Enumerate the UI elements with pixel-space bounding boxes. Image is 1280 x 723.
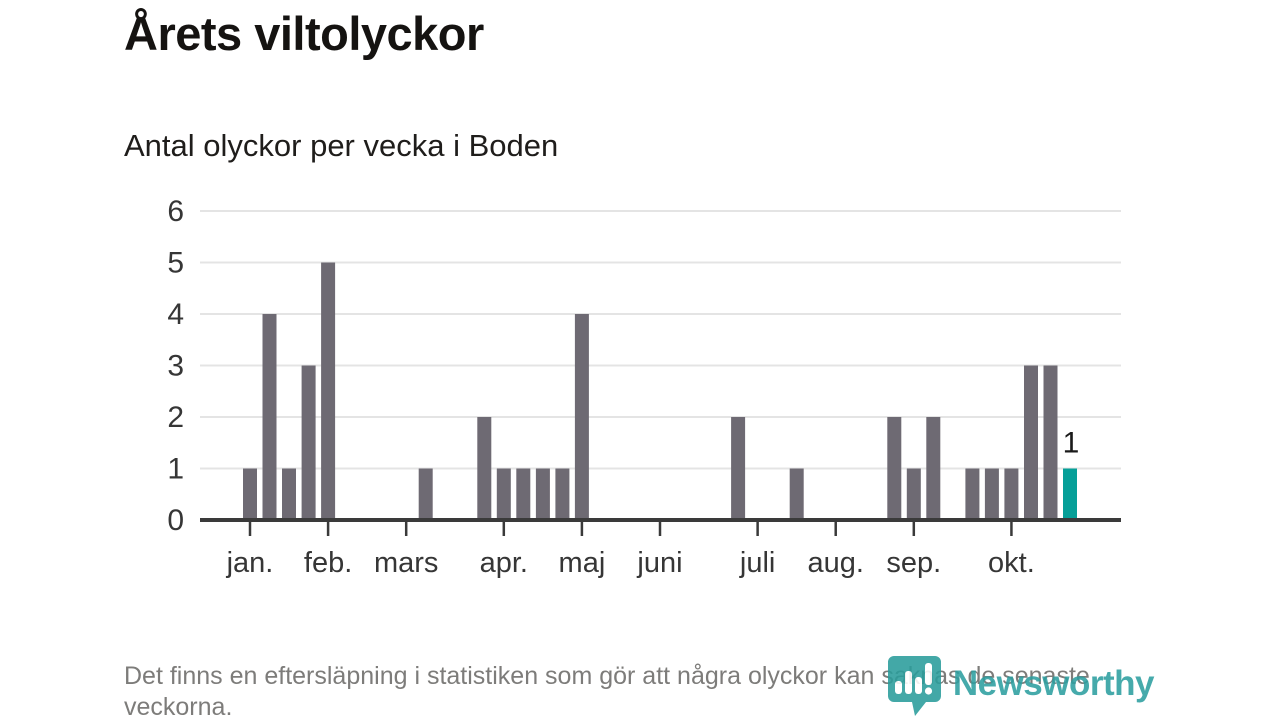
bar-week-10 [418,468,433,520]
bar-week-41 [1024,365,1038,520]
bar-week-26 [731,417,746,520]
bar-week-18 [574,314,589,520]
x-tick-label-juli: juli [739,547,775,579]
x-tick-label-juni: juni [636,547,682,579]
x-tick-label-feb.: feb. [304,547,352,579]
bar-week-36 [926,417,941,520]
y-tick-label-1: 1 [167,453,184,486]
newsworthy-logo: Newsworthy [886,654,1155,720]
x-tick-label-okt.: okt. [988,547,1035,579]
current-week-value-label: 1 [1063,427,1080,460]
chart-title: Årets viltolyckor [124,7,484,60]
bar-current-week [1063,468,1077,520]
x-tick-label-apr.: apr. [480,547,528,579]
bar-week-39 [984,468,999,520]
y-tick-label-4: 4 [167,298,184,331]
y-tick-label-2: 2 [167,401,184,434]
chart-subtitle: Antal olyckor per vecka i Boden [124,128,559,163]
bar-week-35 [906,468,921,520]
bar-week-3 [282,468,296,520]
bar-week-42 [1043,365,1058,520]
bar-week-2 [262,314,277,520]
brand-wordmark: Newsworthy [952,664,1155,703]
y-tick-label-0: 0 [167,504,184,537]
bar-week-14 [496,468,511,520]
bar-week-40 [1004,468,1019,520]
y-tick-label-3: 3 [167,350,184,383]
x-tick-label-sep.: sep. [886,547,941,579]
bar-chart-speech-bubble-icon [887,656,941,716]
bar-week-17 [555,468,570,520]
x-tick-label-mars: mars [374,547,438,579]
x-tick-label-aug.: aug. [807,547,863,579]
bar-week-1 [243,468,257,520]
y-tick-label-6: 6 [167,195,184,228]
bar-week-15 [516,468,531,520]
bar-week-5 [321,262,336,520]
bar-week-13 [477,417,492,520]
bar-week-38 [965,468,980,520]
bar-week-34 [887,417,902,520]
x-tick-label-maj: maj [559,547,606,579]
bar-week-16 [535,468,550,520]
y-tick-label-5: 5 [167,247,184,280]
bar-week-4 [301,365,316,520]
bar-week-29 [789,468,804,520]
mini-bars-and-exclamation [894,663,932,695]
x-tick-label-jan.: jan. [226,547,274,579]
